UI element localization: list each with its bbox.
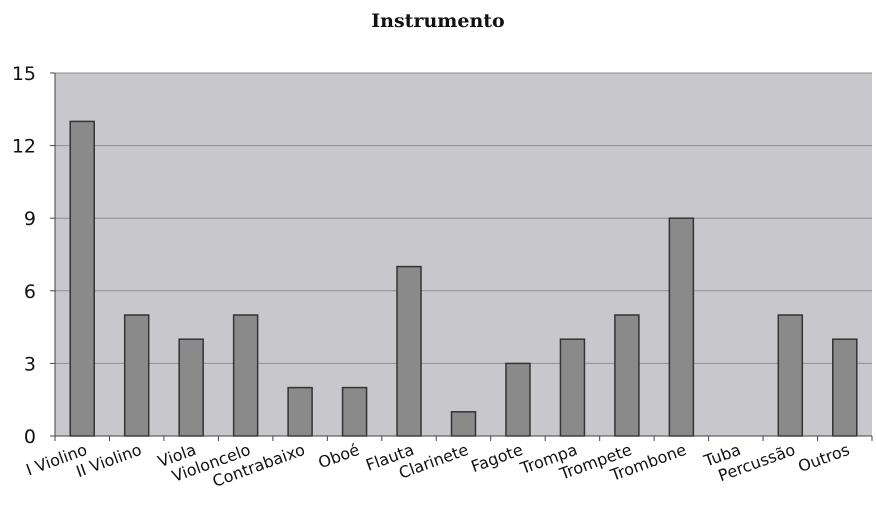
- bar-percussão: [777, 314, 804, 437]
- bar-ii-violino: [123, 314, 150, 437]
- y-tick-label: 9: [24, 208, 36, 230]
- x-tick-label: Fagote: [468, 440, 525, 476]
- axes: [50, 72, 873, 441]
- plot-area: [55, 73, 872, 436]
- chart-title: Instrumento: [371, 10, 505, 32]
- bars: [69, 120, 858, 437]
- y-tick-label: 15: [12, 63, 36, 85]
- bar-oboé: [341, 386, 368, 437]
- bar-clarinete: [450, 411, 477, 437]
- bar-flauta: [396, 265, 422, 437]
- y-tick-label: 6: [24, 281, 36, 303]
- bar-violoncelo: [232, 314, 259, 437]
- y-tick-label: 12: [12, 136, 36, 158]
- bar-fagote: [505, 362, 531, 437]
- y-tick-label: 3: [24, 353, 36, 375]
- y-tick-labels: 0 3 6 9 12 15: [12, 63, 36, 448]
- bar-trombone: [668, 217, 695, 437]
- gridlines: [55, 72, 872, 364]
- x-tick-label: Oboé: [316, 440, 362, 472]
- bar-viola: [178, 338, 204, 437]
- bar-i-violino: [69, 120, 95, 437]
- bar-trompa: [559, 338, 586, 437]
- x-tick-label: Outros: [795, 440, 852, 476]
- y-tick-label: 0: [24, 426, 36, 448]
- bar-contrabaixo: [287, 386, 313, 437]
- bar-outros: [832, 338, 858, 437]
- bar-trompete: [614, 314, 640, 437]
